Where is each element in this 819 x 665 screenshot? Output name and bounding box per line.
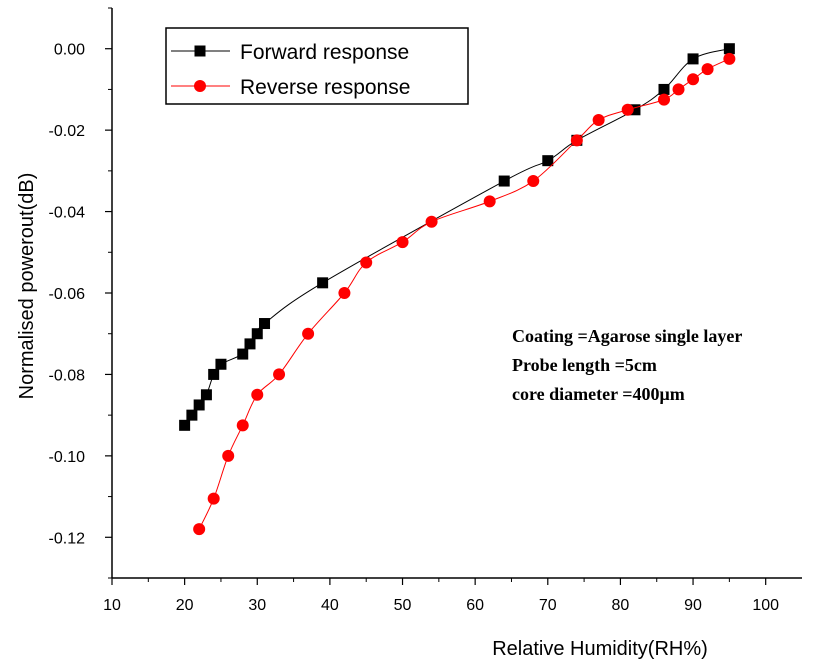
annotation-coating: Coating =Agarose single layer [512,326,742,346]
x-tick-label: 90 [684,597,702,614]
data-point [629,104,641,116]
legend-label-forward: Forward response [240,41,409,64]
y-tick-label: -0.12 [49,530,86,547]
data-point [251,388,264,401]
data-point [208,368,220,380]
data-point [200,389,212,401]
data-point [193,399,205,411]
x-tick-label: 10 [103,597,121,614]
data-point [723,52,736,65]
y-tick-label: 0.00 [54,42,85,59]
data-point [273,368,286,381]
x-tick-label: 20 [176,597,194,614]
data-point [338,287,351,299]
data-point [621,103,634,116]
data-point [542,155,554,167]
legend-marker-reverse [194,80,206,92]
data-point [658,93,670,106]
series-line [198,58,730,530]
series-forward [179,43,735,431]
annotation-probe-length: Probe length =5cm [512,355,657,375]
data-point [527,175,540,188]
x-tick-label: 40 [321,597,339,614]
data-point [687,53,699,65]
data-point [179,419,191,431]
y-axis-title: Normalised powerout(dB) [16,173,38,400]
data-point [236,419,249,432]
y-tick-label: -0.08 [49,367,86,384]
annotation-core-diameter: core diameter =400μm [512,384,685,404]
data-point [672,83,685,96]
legend-label-reverse: Reverse response [240,76,410,99]
data-point [701,63,714,76]
series-layer [179,43,736,536]
y-tick-label: -0.02 [49,123,86,140]
legend-marker-forward [194,45,206,57]
data-point [207,492,220,505]
legend: Forward response Reverse response [165,27,469,105]
data-point [498,175,510,187]
ticks: 10 20 30 40 50 60 70 80 90 100 0.00 -0.02 -0.04 -0.06… [49,7,779,614]
data-point [193,523,206,536]
data-point [244,338,256,350]
x-tick-label: 70 [539,597,557,614]
x-tick-label: 30 [248,597,266,614]
data-point [222,449,235,462]
x-tick-label: 80 [612,597,630,614]
data-point [658,83,670,95]
data-point [302,327,315,340]
x-tick-label: 100 [752,597,779,614]
legend-box [165,27,469,105]
data-point [425,215,438,228]
data-point [186,409,198,421]
series-reverse [193,52,736,536]
data-point [215,358,227,370]
data-point [483,195,496,208]
y-tick-label: -0.04 [49,205,86,222]
x-tick-label: 50 [394,597,412,614]
data-point [317,277,329,289]
y-tick-label: -0.10 [49,449,86,466]
y-tick-label: -0.06 [49,286,86,303]
data-point [360,256,373,269]
annotations: Coating =Agarose single layer Probe leng… [512,326,742,404]
x-axis-title: Relative Humidity(RH%) [492,638,708,660]
x-tick-label: 60 [466,597,484,614]
data-point [237,348,249,360]
data-point [259,318,271,330]
data-point [396,236,409,249]
data-point [570,134,583,147]
data-point [687,73,700,86]
data-point [592,113,605,126]
data-point [251,328,263,340]
data-point [723,43,735,55]
